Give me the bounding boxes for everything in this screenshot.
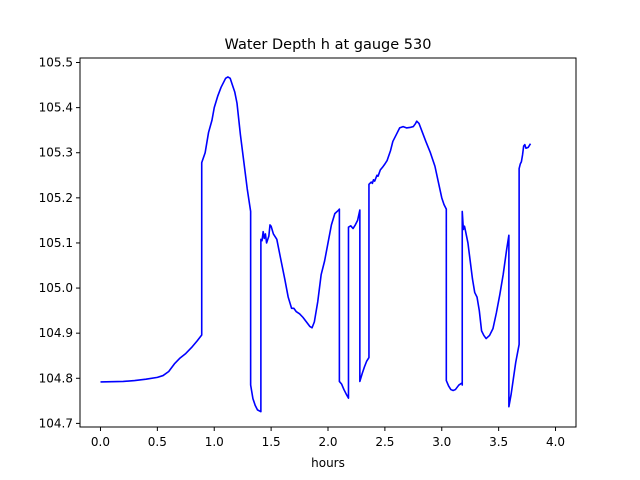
y-tick-label: 104.9 xyxy=(39,326,73,340)
y-axis: 104.7 104.8 104.9 105.0 105.1 105.2 105.3 105.4… xyxy=(39,56,80,430)
y-tick-label: 105.4 xyxy=(39,101,73,115)
x-tick-label: 3.0 xyxy=(432,435,451,449)
x-tick-label: 1.5 xyxy=(262,435,281,449)
y-tick-label: 105.3 xyxy=(39,146,73,160)
y-tick-label: 104.8 xyxy=(39,371,73,385)
y-tick-label: 104.7 xyxy=(39,416,73,430)
y-tick-label: 105.2 xyxy=(39,191,73,205)
x-axis-label: hours xyxy=(311,456,345,470)
y-tick-label: 105.5 xyxy=(39,56,73,70)
x-tick-label: 0.5 xyxy=(148,435,167,449)
x-tick-label: 4.0 xyxy=(546,435,565,449)
x-tick-label: 0.0 xyxy=(91,435,110,449)
x-tick-label: 2.0 xyxy=(318,435,337,449)
series-line-0 xyxy=(100,76,532,413)
x-tick-label: 3.5 xyxy=(489,435,508,449)
y-tick-label: 105.0 xyxy=(39,281,73,295)
plot-layer xyxy=(100,76,532,413)
x-tick-label: 2.5 xyxy=(375,435,394,449)
x-axis: 0.0 0.5 1.0 1.5 2.0 2.5 3.0 3.5 4.0 xyxy=(91,427,565,449)
chart-title: Water Depth h at gauge 530 xyxy=(225,37,432,53)
y-tick-label: 105.1 xyxy=(39,236,73,250)
x-tick-label: 1.0 xyxy=(205,435,224,449)
